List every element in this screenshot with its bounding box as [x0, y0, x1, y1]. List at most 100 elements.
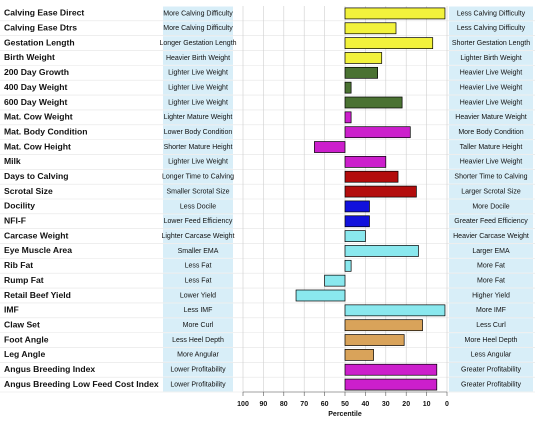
right-cell: [449, 51, 533, 65]
trait-label: Calving Ease Dtrs: [4, 23, 77, 33]
right-cell: [449, 288, 533, 303]
bar: [344, 200, 370, 213]
right-cell: [449, 154, 533, 169]
left-label: Less Fat: [185, 277, 212, 284]
x-tick-label: 50: [341, 401, 349, 408]
right-cell: [449, 362, 533, 377]
left-label: Smaller EMA: [178, 248, 219, 255]
right-label: More Docile: [472, 203, 509, 210]
trait-label: Days to Calving: [4, 171, 68, 181]
right-label: Heavier Live Weight: [460, 99, 523, 106]
trait-label: Claw Set: [4, 319, 40, 329]
bar: [344, 334, 405, 346]
bar: [344, 22, 397, 35]
right-cell: [449, 333, 533, 347]
right-label: Heavier Live Weight: [460, 84, 523, 91]
left-cell: [163, 377, 233, 392]
left-label: More Curl: [183, 322, 214, 329]
bar: [344, 230, 366, 242]
left-cell: [163, 154, 233, 169]
trait-label: 200 Day Growth: [4, 67, 69, 77]
trait-label: Rump Fat: [4, 275, 44, 285]
left-cell: [163, 362, 233, 377]
left-cell: [163, 51, 233, 65]
left-label: More Calving Difficulty: [163, 25, 233, 32]
left-label: Less IMF: [184, 307, 213, 314]
right-cell: [449, 140, 533, 154]
trait-label: Leg Angle: [4, 349, 45, 359]
right-label: Shorter Gestation Length: [452, 40, 530, 47]
left-cell: [163, 36, 233, 51]
left-label: Heavier Birth Weight: [166, 55, 230, 62]
right-label: More IMF: [476, 307, 506, 314]
right-cell: [449, 6, 533, 21]
right-cell: [449, 318, 533, 333]
x-tick-label: 20: [402, 401, 410, 408]
left-cell: [163, 110, 233, 125]
x-tick-label: 90: [260, 401, 268, 408]
right-cell: [449, 258, 533, 273]
left-cell: [163, 214, 233, 229]
trait-label: Docility: [4, 201, 35, 211]
trait-label: Gestation Length: [4, 37, 75, 47]
bar: [344, 319, 423, 332]
left-label: Less Heel Depth: [172, 337, 224, 344]
trait-label: Angus Breeding Low Feed Cost Index: [4, 379, 159, 389]
trait-label: Mat. Body Condition: [4, 126, 88, 136]
right-cell: [449, 377, 533, 392]
left-cell: [163, 21, 233, 36]
right-label: Heavier Carcase Weight: [453, 233, 529, 240]
trait-label: Rib Fat: [4, 260, 33, 270]
bar: [344, 304, 446, 317]
left-cell: [163, 229, 233, 244]
right-label: Heavier Mature Weight: [455, 114, 527, 121]
right-cell: [449, 125, 533, 140]
bar: [344, 185, 417, 198]
x-tick-label: 40: [362, 401, 370, 408]
left-cell: [163, 169, 233, 184]
trait-label: Eye Muscle Area: [4, 245, 72, 255]
left-label: Lighter Live Weight: [168, 159, 228, 166]
left-cell: [163, 6, 233, 21]
trait-label: 600 Day Weight: [4, 97, 68, 107]
right-cell: [449, 110, 533, 125]
right-label: Heavier Live Weight: [460, 70, 523, 77]
x-tick-label: 10: [423, 401, 431, 408]
left-label: More Angular: [177, 352, 219, 359]
right-label: Lighter Birth Weight: [460, 55, 521, 62]
trait-label: Milk: [4, 156, 21, 166]
bar: [344, 156, 387, 168]
left-label: Shorter Mature Height: [164, 144, 233, 151]
left-cell: [163, 65, 233, 80]
left-label: Lower Yield: [180, 292, 216, 299]
right-label: Less Angular: [471, 352, 512, 359]
left-label: Lower Feed Efficiency: [164, 218, 233, 225]
right-label: Greater Profitability: [461, 367, 521, 374]
bar: [344, 170, 399, 183]
right-label: Larger Scrotal Size: [461, 188, 521, 195]
left-label: Lighter Carcase Weight: [161, 233, 234, 240]
trait-label: Mat. Cow Height: [4, 141, 71, 151]
trait-label: IMF: [4, 305, 19, 315]
left-cell: [163, 140, 233, 154]
right-cell: [449, 229, 533, 244]
left-label: Lower Profitability: [170, 367, 226, 374]
right-label: Less Curl: [476, 322, 506, 329]
left-cell: [163, 244, 233, 258]
bar: [344, 245, 419, 257]
right-label: More Fat: [477, 277, 505, 284]
right-label: Greater Feed Efficiency: [454, 218, 528, 225]
bar: [344, 111, 352, 124]
bar: [344, 126, 411, 139]
x-axis-label: Percentile: [328, 411, 362, 418]
trait-label: 400 Day Weight: [4, 82, 68, 92]
left-cell: [163, 95, 233, 110]
left-label: Longer Time to Calving: [162, 174, 234, 181]
right-cell: [449, 303, 533, 318]
bar: [344, 7, 446, 20]
right-label: Greater Profitability: [461, 381, 521, 388]
bar: [324, 274, 346, 287]
right-cell: [449, 214, 533, 229]
right-cell: [449, 36, 533, 51]
right-label: More Body Condition: [458, 129, 523, 136]
